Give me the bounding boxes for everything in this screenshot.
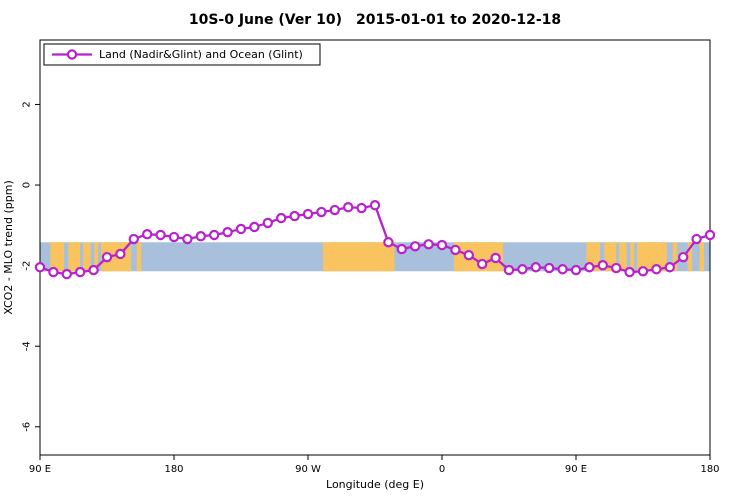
data-point-marker (651, 264, 662, 275)
data-point-marker (316, 206, 327, 218)
data-point-marker (570, 264, 582, 276)
y-tick-label: 2 (22, 101, 33, 107)
data-point-marker (517, 264, 528, 275)
x-tick-label: 180 (700, 464, 719, 475)
land-patch (322, 242, 395, 272)
data-point-marker (436, 239, 448, 251)
data-point-marker (115, 248, 126, 260)
land-patch (136, 242, 142, 272)
data-point-marker (208, 229, 220, 241)
data-point-marker (664, 262, 676, 273)
y-axis-label: XCO2 - MLO trend (ppm) (2, 180, 15, 315)
land-patch (83, 242, 91, 272)
data-point-marker (329, 204, 340, 216)
data-point-marker (423, 239, 434, 250)
legend: Land (Nadir&Glint) and Ocean (Glint) (43, 43, 321, 66)
data-point-marker (182, 233, 193, 245)
data-point-marker (410, 241, 421, 252)
data-point-marker (155, 229, 166, 241)
data-point-marker (141, 229, 153, 240)
data-point-marker (128, 233, 139, 245)
data-point-marker (584, 262, 595, 273)
legend-label: Land (Nadir&Glint) and Ocean (Glint) (99, 48, 303, 61)
plot-box (39, 39, 711, 456)
land-patch (687, 242, 693, 272)
land-patch (68, 242, 81, 272)
data-point-marker (383, 237, 394, 248)
data-point-marker (74, 266, 86, 278)
data-point-marker (222, 226, 233, 238)
data-point-marker (369, 199, 381, 211)
data-point-marker (302, 208, 314, 220)
data-point-marker (343, 202, 354, 213)
land-patch (50, 242, 64, 272)
data-point-marker (544, 262, 555, 274)
x-axis-label: Longitude (deg E) (326, 478, 424, 491)
data-point-marker (624, 266, 635, 278)
x-tick-label: 90 W (295, 464, 321, 475)
legend-marker-sample (66, 49, 78, 60)
data-point-marker (48, 266, 59, 278)
data-point-marker (34, 262, 46, 273)
data-point-marker (101, 251, 113, 263)
data-point-marker (88, 264, 99, 276)
land-patch (672, 242, 678, 272)
data-point-marker (262, 217, 273, 229)
data-point-marker (463, 249, 474, 261)
data-point-marker (276, 212, 287, 224)
y-tick-label: -4 (22, 341, 33, 351)
data-point-marker (168, 231, 180, 243)
y-tick-label: 0 (22, 182, 33, 188)
data-point-marker (503, 264, 515, 276)
data-point-marker (235, 223, 247, 235)
x-tick-label: 180 (164, 464, 183, 475)
data-point-marker (61, 268, 73, 280)
data-point-marker (597, 260, 609, 271)
data-point-marker (249, 221, 260, 233)
data-point-marker (637, 266, 649, 277)
data-point-marker (557, 264, 568, 275)
chart-title: 10S-0 June (Ver 10) 2015-01-01 to 2020-1… (189, 12, 561, 28)
data-point-marker (396, 243, 407, 255)
data-point-marker (704, 229, 716, 241)
x-tick-label: 0 (439, 464, 445, 475)
data-point-marker (356, 202, 367, 214)
land-patch (630, 242, 635, 272)
land-patch (94, 242, 99, 272)
data-point-marker (195, 231, 206, 242)
data-point-marker (450, 244, 461, 256)
legend-box (43, 43, 321, 66)
data-point-marker (678, 251, 689, 263)
data-point-marker (490, 252, 501, 264)
land-patch (699, 242, 705, 272)
x-tick-label: 90 E (29, 464, 51, 475)
y-tick-label: -6 (22, 422, 33, 432)
data-point-marker (477, 258, 488, 270)
land-patch (619, 242, 627, 272)
land-patch (604, 242, 617, 272)
data-point-marker (691, 233, 702, 245)
data-point-marker (611, 262, 622, 274)
data-point-marker (289, 210, 300, 222)
x-tick-label: 90 E (565, 464, 587, 475)
data-point-marker (530, 262, 542, 273)
y-tick-label: -2 (22, 261, 33, 271)
